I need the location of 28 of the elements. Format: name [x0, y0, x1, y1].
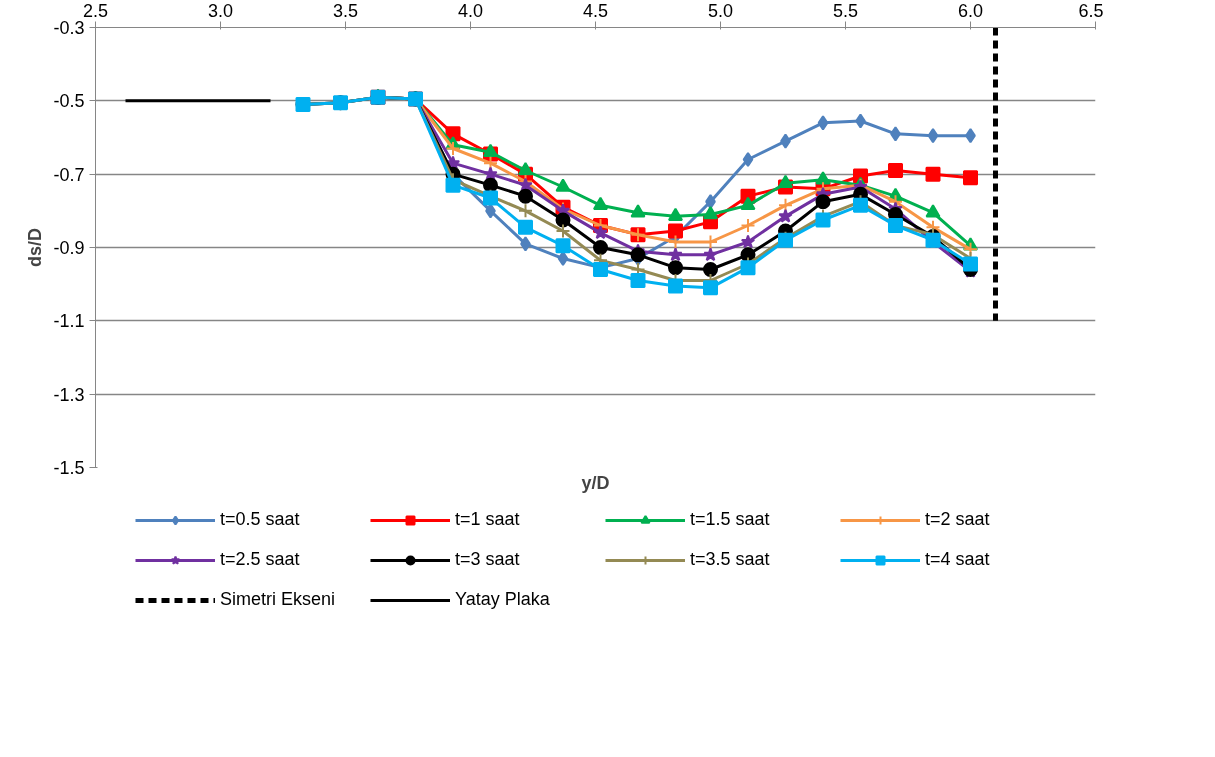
x-tick-label: 3.5 — [332, 0, 359, 21]
legend-label: t=3 saat — [455, 549, 521, 570]
x-tick-label: 4.0 — [457, 0, 484, 21]
legend-label: Yatay Plaka — [455, 589, 551, 610]
x-tick-label: 4.5 — [582, 0, 609, 21]
legend-label: t=2 saat — [925, 509, 991, 530]
y-tick-label: -0.9 — [53, 238, 85, 258]
y-tick-label: -0.5 — [53, 91, 85, 112]
legend-label: t=1.5 saat — [690, 509, 771, 530]
y-tick-label: -1.3 — [53, 384, 85, 405]
x-axis-title: y/D — [581, 472, 610, 493]
x-tick-label: 5.5 — [832, 0, 859, 21]
x-tick-label: 5.0 — [707, 0, 734, 21]
legend-label: t=0.5 saat — [220, 509, 301, 530]
x-tick-label: 3.0 — [207, 0, 234, 21]
legend-label: t=2.5 saat — [220, 549, 301, 570]
y-axis-title: ds/D — [25, 227, 46, 267]
y-tick-label: -0.3 — [53, 18, 85, 38]
x-tick-label: 2.5 — [82, 0, 109, 21]
legend-label: Simetri Ekseni — [220, 589, 337, 610]
legend-label: t=4 saat — [925, 549, 991, 570]
y-tick-label: -1.5 — [53, 458, 85, 478]
x-tick-label: 6.0 — [957, 0, 984, 21]
legend-label: t=1 saat — [455, 509, 521, 530]
y-tick-label: -0.7 — [53, 164, 85, 185]
x-tick-label: 6.5 — [1078, 0, 1104, 21]
y-tick-label: -1.1 — [53, 311, 85, 332]
legend-label: t=3.5 saat — [690, 549, 771, 570]
